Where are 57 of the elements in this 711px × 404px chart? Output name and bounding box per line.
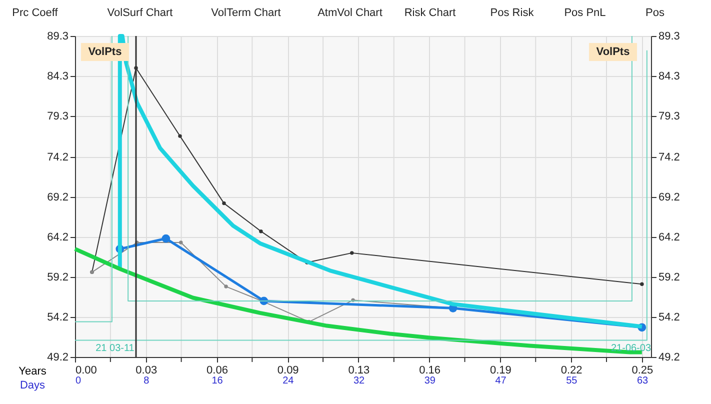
y2-tick-label: 74.2: [658, 151, 680, 164]
point: [178, 134, 182, 138]
point: [162, 234, 170, 243]
y-tick-label: 69.2: [47, 191, 68, 204]
text: Risk Chart: [404, 7, 456, 19]
point: [350, 251, 354, 255]
y-tick-label: 64.2: [47, 231, 68, 244]
text: VolTerm Chart: [211, 7, 281, 19]
point: [179, 240, 183, 244]
y2-tick-label: 49.2: [658, 352, 680, 364]
y-tick-label: 54.2: [47, 311, 68, 324]
y2-tick-label: 69.2: [658, 191, 680, 204]
y-tick-label: 84.3: [47, 70, 68, 83]
y-tick-label: 49.2: [47, 352, 68, 364]
y2-tick-label: 59.2: [658, 271, 680, 284]
annotation: 21 03-11: [96, 343, 135, 354]
x2-tick-label: 39: [424, 376, 436, 386]
x-tick-label: 0.25: [632, 364, 654, 376]
x2-tick-label: 47: [495, 376, 507, 386]
y-tick-label: 59.2: [47, 271, 68, 284]
x-tick-label: 0.06: [206, 364, 228, 376]
x2-tick-label: 24: [282, 376, 294, 386]
y2-tick-label: 89.3: [658, 30, 680, 42]
y-tick-label: 79.3: [47, 110, 68, 123]
text: Prc Coeff: [12, 7, 59, 19]
x2-tick-label: 0: [76, 376, 82, 386]
text: Pos PnL: [564, 7, 606, 19]
x-tick-label: 0.16: [419, 364, 441, 376]
x-tick-label: 0.19: [490, 364, 512, 376]
y2-tick-label: 64.2: [658, 231, 680, 244]
y2-tick-label: 54.2: [658, 311, 680, 324]
x2-tick-label: 32: [353, 376, 365, 386]
x2-tick-label: 63: [636, 376, 648, 386]
point: [640, 282, 644, 286]
point: [222, 201, 226, 206]
annotation: VolPts: [596, 46, 630, 58]
x2-axis-title: Days: [20, 380, 46, 392]
text: Pos: [646, 7, 665, 19]
x-tick-label: 0.22: [560, 364, 582, 376]
x-tick-label: 0.03: [136, 364, 158, 376]
x-axis-title: Years: [18, 366, 47, 378]
x-tick-label: 0.00: [76, 364, 97, 376]
y-tick-label: 74.2: [47, 151, 68, 164]
x2-tick-label: 16: [212, 376, 224, 386]
text: AtmVol Chart: [318, 7, 382, 19]
x2-tick-label: 55: [566, 376, 578, 386]
text: Pos Risk: [490, 7, 534, 19]
x2-tick-label: 8: [144, 376, 150, 386]
point: [259, 229, 263, 234]
text: VolSurf Chart: [107, 7, 173, 19]
x-tick-label: 0.09: [277, 364, 299, 376]
annotation: VolPts: [88, 46, 122, 58]
point: [224, 284, 228, 288]
x-tick-label: 0.13: [348, 364, 370, 376]
y2-tick-label: 84.3: [658, 70, 680, 83]
y2-tick-label: 79.3: [658, 110, 680, 123]
y-tick-label: 89.3: [47, 30, 68, 42]
